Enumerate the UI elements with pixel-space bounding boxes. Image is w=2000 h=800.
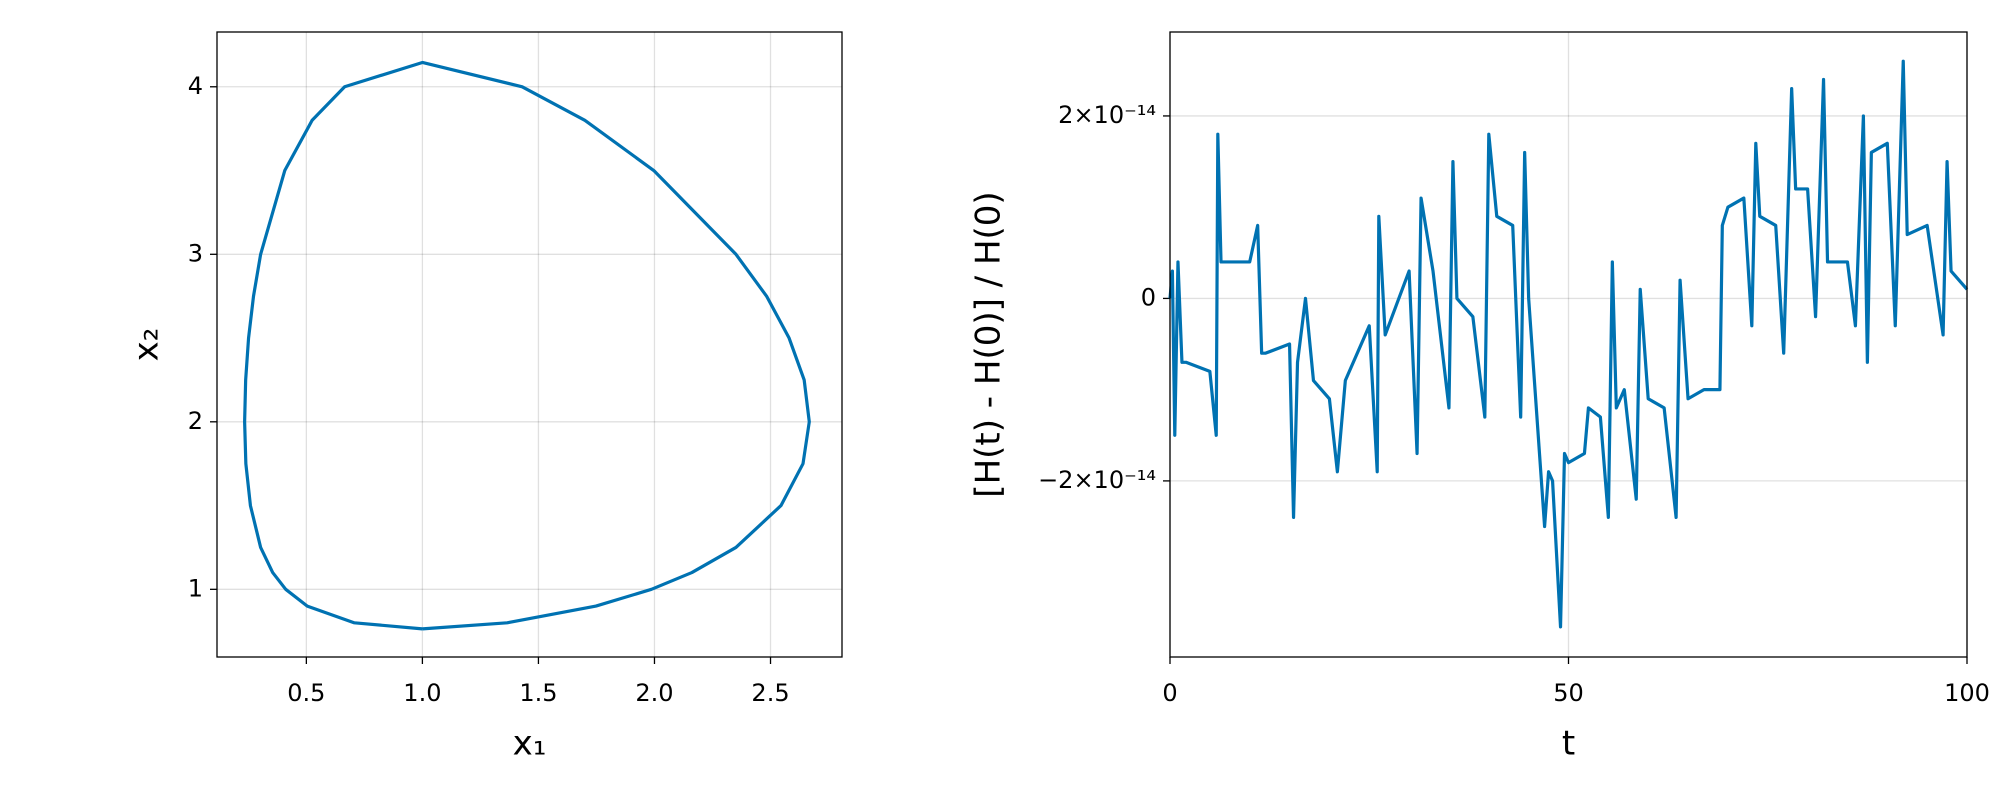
x-tick-label: 0 xyxy=(1162,679,1177,707)
x-tick-label: 2.5 xyxy=(751,679,789,707)
x-tick-label: 2.0 xyxy=(635,679,673,707)
x-tick-label: 50 xyxy=(1553,679,1584,707)
data-line xyxy=(1168,59,1969,629)
x-axis-label: x₁ xyxy=(513,724,547,764)
y-tick-label: −2×10⁻¹⁴ xyxy=(1038,466,1156,494)
y-tick-label: 2×10⁻¹⁴ xyxy=(1058,101,1156,129)
x-axis-label: t xyxy=(1562,724,1575,764)
plot-frame xyxy=(1169,31,1968,658)
x-tick-label: 100 xyxy=(1944,679,1990,707)
y-tick-label: 4 xyxy=(188,72,203,100)
data-line xyxy=(243,60,811,631)
y-tick-label: 1 xyxy=(188,574,203,602)
plot-frame xyxy=(216,31,843,658)
x-tick-label: 0.5 xyxy=(287,679,325,707)
x-tick-label: 1.5 xyxy=(519,679,557,707)
y-tick-label: 2 xyxy=(188,407,203,435)
x-tick-label: 1.0 xyxy=(403,679,441,707)
y-tick-label: 0 xyxy=(1141,283,1156,311)
y-tick-label: 3 xyxy=(188,239,203,267)
y-axis-label: x₂ xyxy=(127,328,167,362)
y-axis-label: [H(t) - H(0)] / H(0) xyxy=(969,191,1009,497)
